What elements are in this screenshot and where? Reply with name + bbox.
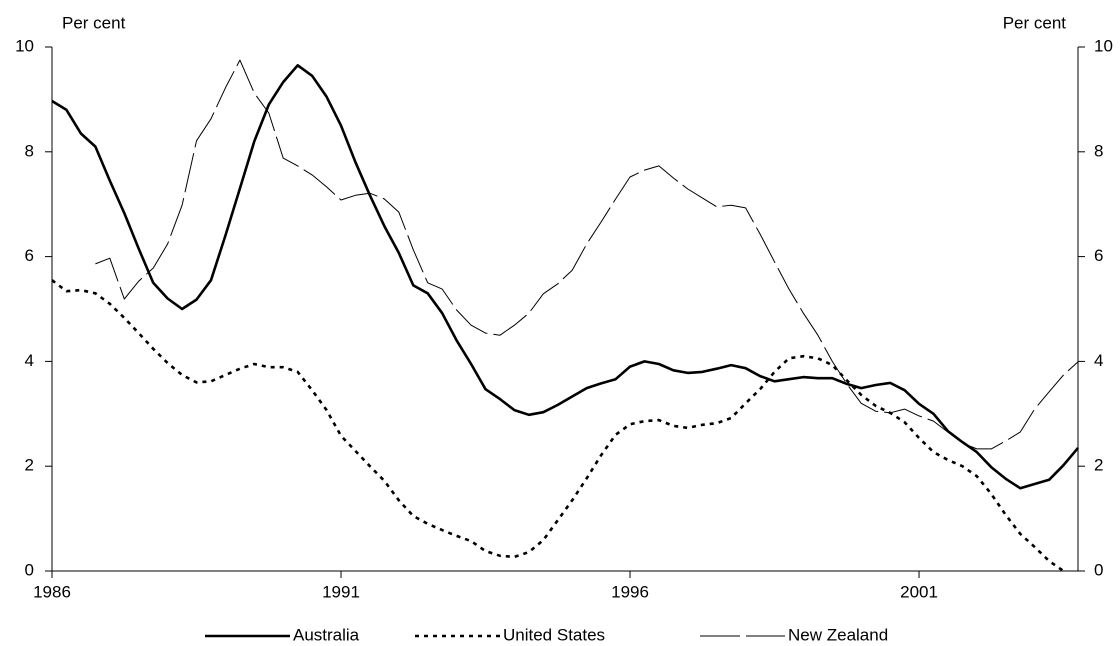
y2-axis-label: Per cent [1003, 13, 1067, 32]
y2-tick-label: 6 [1094, 246, 1103, 265]
x-tick-label: 1991 [322, 582, 360, 601]
y-tick-label: 8 [25, 141, 34, 160]
legend-label: New Zealand [788, 625, 888, 644]
series-line [51, 279, 1065, 573]
y-tick-label: 4 [25, 351, 34, 370]
x-tick-label: 1986 [33, 582, 71, 601]
y2-tick-label: 0 [1094, 560, 1103, 579]
y-axis-label: Per cent [62, 13, 126, 32]
y-tick-label: 0 [25, 560, 34, 579]
y2-tick-label: 2 [1094, 456, 1103, 475]
y2-tick-label: 4 [1094, 351, 1103, 370]
x-tick-label: 1996 [611, 582, 649, 601]
series-line [95, 59, 1079, 450]
legend-label: Australia [293, 625, 360, 644]
series-line [51, 64, 1079, 490]
x-tick-label: 2001 [900, 582, 938, 601]
y2-tick-label: 10 [1094, 36, 1113, 55]
legend-label: United States [503, 625, 605, 644]
y-tick-label: 10 [15, 36, 34, 55]
y-tick-label: 6 [25, 246, 34, 265]
y2-tick-label: 8 [1094, 141, 1103, 160]
y-tick-label: 2 [25, 456, 34, 475]
